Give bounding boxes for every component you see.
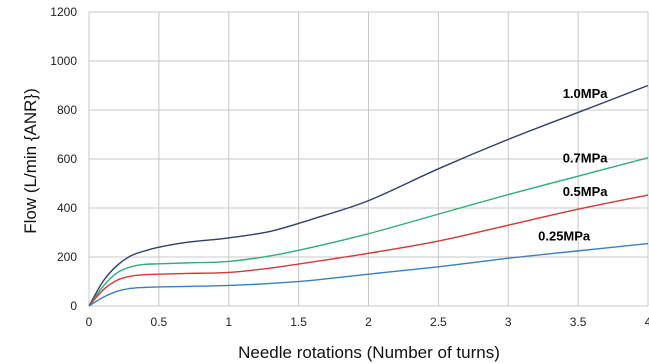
y-axis-title: Flow (L/min {ANR}) [21,88,40,233]
x-tick-label: 4 [645,315,649,329]
series-label: 0.25MPa [538,228,591,243]
x-tick-label: 3 [505,315,512,329]
series-lines [88,84,649,307]
x-tick-label: 0.5 [151,315,168,329]
x-axis-title: Needle rotations (Number of turns) [238,343,500,362]
series-label: 0.5MPa [563,184,609,199]
x-tick-labels: 0 0.5 1 1.5 2 2.5 3 3.5 4 [86,315,649,329]
y-tick-label: 1200 [50,5,77,19]
y-tick-label: 600 [57,152,77,166]
series-line-0.25MPa [88,242,649,307]
x-tick-label: 1.5 [290,315,307,329]
y-tick-label: 200 [57,250,77,264]
x-tick-label: 2.5 [430,315,447,329]
series-label: 1.0MPa [563,86,609,101]
y-tick-label: 0 [70,299,77,313]
x-tick-label: 0 [86,315,93,329]
x-tick-label: 3.5 [570,315,587,329]
series-line-1.0MPa [88,84,649,307]
series-labels: 1.0MPa 0.7MPa 0.5MPa 0.25MPa [538,86,608,244]
y-tick-label: 400 [57,201,77,215]
series-label: 0.7MPa [563,150,609,165]
gridlines [88,11,649,307]
x-tick-label: 2 [365,315,372,329]
y-tick-label: 800 [57,103,77,117]
series-line-0.7MPa [88,157,649,307]
series-line-0.5MPa [88,194,649,307]
x-tick-label: 1 [225,315,232,329]
y-tick-labels: 0 200 400 600 800 1000 1200 [50,5,77,313]
y-tick-label: 1000 [50,54,77,68]
